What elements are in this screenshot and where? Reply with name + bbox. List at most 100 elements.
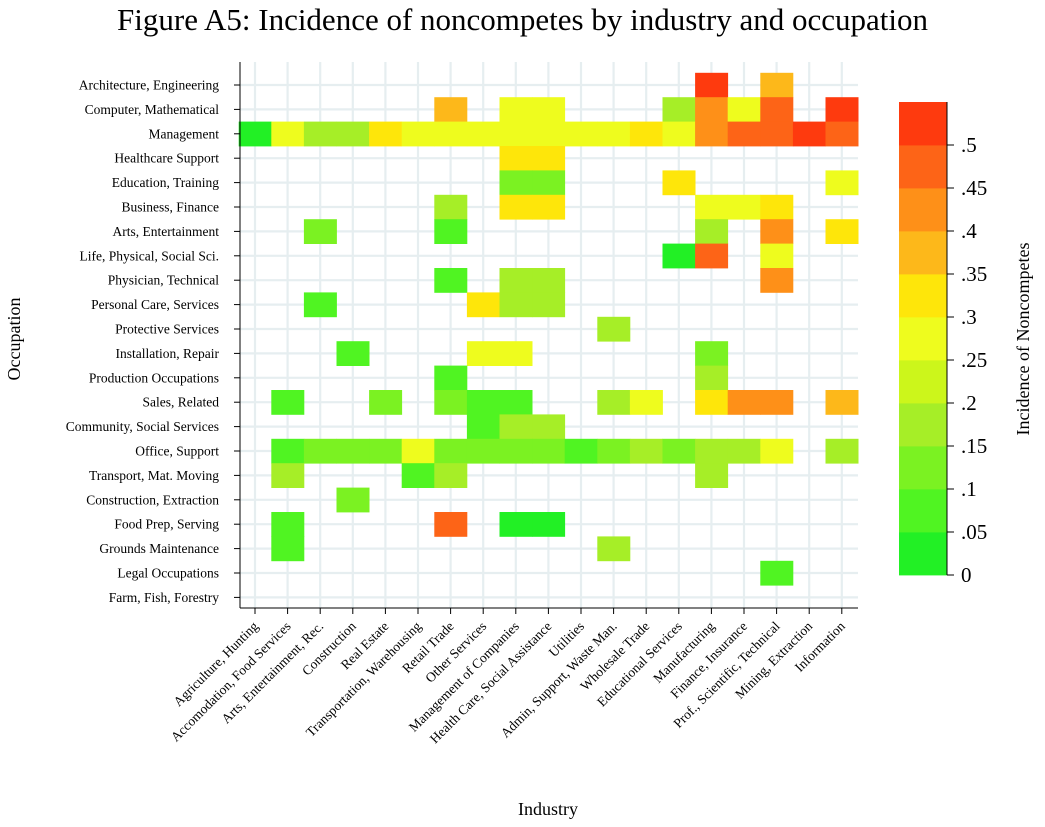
heatmap-cell xyxy=(336,341,370,366)
colorbar: 0 .05 .1 .15 .2 .25 .3 .35 .4 .45 .5 xyxy=(899,102,987,587)
heatmap-cell xyxy=(695,97,729,122)
heatmap-cell xyxy=(825,438,859,464)
heatmap-cell xyxy=(401,463,435,488)
heatmap-cell xyxy=(532,268,566,293)
heatmap-cell xyxy=(662,121,696,147)
heatmap-cell xyxy=(271,121,305,147)
heatmap-cell xyxy=(499,146,533,171)
heatmap-cell xyxy=(760,268,794,293)
heatmap-cell xyxy=(369,121,403,147)
heatmap-cell xyxy=(271,512,305,537)
heatmap-cell xyxy=(499,121,533,147)
heatmap-cell xyxy=(466,292,500,318)
axes xyxy=(239,62,858,609)
heatmap-cell xyxy=(434,219,468,244)
y-tick-label: Community, Social Services xyxy=(66,419,219,434)
colorbar-segment xyxy=(899,446,947,490)
y-tick-label: Arts, Entertainment xyxy=(113,224,220,239)
heatmap-cell xyxy=(532,121,566,147)
y-tick-label: Computer, Mathematical xyxy=(85,102,220,117)
heatmap-cell xyxy=(629,121,663,147)
heatmap-cell xyxy=(499,268,533,293)
heatmap-cell xyxy=(499,292,533,318)
colorbar-segment xyxy=(899,231,947,275)
heatmap-cell xyxy=(271,463,305,488)
y-tick-label: Office, Support xyxy=(135,444,219,459)
colorbar-tick-label: .45 xyxy=(961,176,987,200)
colorbar-tick-label: .3 xyxy=(961,305,977,329)
heatmap-cell xyxy=(303,438,337,464)
heatmap-cell xyxy=(271,438,305,464)
heatmap-cell xyxy=(727,121,761,147)
heatmap-cell xyxy=(825,219,859,244)
y-tick-label: Life, Physical, Social Sci. xyxy=(80,248,219,263)
heatmap-cell xyxy=(499,341,533,366)
heatmap-cell xyxy=(695,72,729,98)
heatmap-cell xyxy=(532,292,566,318)
y-tick-label: Transport, Mat. Moving xyxy=(89,468,219,483)
y-tick-label: Sales, Related xyxy=(143,395,220,410)
heatmap-cell xyxy=(499,438,533,464)
heatmap-cell xyxy=(597,316,631,342)
heatmap-cell xyxy=(695,390,729,415)
heatmap-cell xyxy=(303,219,337,244)
colorbar-tick-label: .5 xyxy=(961,133,977,157)
colorbar-segment xyxy=(899,102,947,146)
heatmap-cell xyxy=(695,438,729,464)
heatmap-cell xyxy=(760,194,794,220)
heatmap-cell xyxy=(662,438,696,464)
colorbar-title: Incidence of Noncompetes xyxy=(1013,243,1033,436)
y-tick-label: Personal Care, Services xyxy=(91,297,219,312)
y-axis-title: Occupation xyxy=(4,298,24,381)
heatmap-cell xyxy=(466,438,500,464)
heatmap-cell xyxy=(825,170,859,196)
heatmap-cell xyxy=(499,512,533,537)
heatmap-cell xyxy=(727,390,761,415)
y-tick-label: Protective Services xyxy=(115,322,219,337)
heatmap-cell xyxy=(760,560,794,586)
colorbar-tick-label: .05 xyxy=(961,520,987,544)
heatmap-cell xyxy=(760,121,794,147)
heatmap-cell xyxy=(662,243,696,269)
chart-title: Figure A5: Incidence of noncompetes by i… xyxy=(117,2,928,37)
heatmap-cell xyxy=(564,121,598,147)
y-tick-label: Education, Training xyxy=(112,175,219,190)
heatmap-cell xyxy=(597,121,631,147)
heatmap-cell xyxy=(369,390,403,415)
colorbar-tick-label: .35 xyxy=(961,262,987,286)
colorbar-segment xyxy=(899,317,947,361)
heatmap-cell xyxy=(662,170,696,196)
y-tick-labels: Architecture, Engineering Computer, Mathe… xyxy=(66,78,240,605)
colorbar-segment xyxy=(899,145,947,189)
heatmap-cells xyxy=(238,72,859,586)
heatmap-cell xyxy=(434,438,468,464)
heatmap-cell xyxy=(532,512,566,537)
heatmap-cell xyxy=(499,97,533,122)
heatmap-cell xyxy=(825,97,859,122)
heatmap-cell xyxy=(336,438,370,464)
colorbar-tick-label: .15 xyxy=(961,434,987,458)
heatmap-cell xyxy=(629,438,663,464)
heatmap-cell xyxy=(401,121,435,147)
heatmap-cell xyxy=(629,390,663,415)
heatmap-cell xyxy=(727,97,761,122)
heatmap-cell xyxy=(532,97,566,122)
colorbar-segment xyxy=(899,360,947,404)
colorbar-tick-label: .1 xyxy=(961,477,977,501)
heatmap-cell xyxy=(336,487,370,513)
heatmap-cell xyxy=(499,414,533,440)
heatmap-cell xyxy=(434,463,468,488)
heatmap-cell xyxy=(597,390,631,415)
heatmap-cell xyxy=(532,170,566,196)
heatmap-cell xyxy=(695,463,729,488)
heatmap-cell xyxy=(825,121,859,147)
heatmap-cell xyxy=(434,97,468,122)
heatmap-cell xyxy=(727,438,761,464)
heatmap-cell xyxy=(760,243,794,269)
heatmap-cell xyxy=(532,414,566,440)
heatmap-cell xyxy=(760,97,794,122)
colorbar-segment xyxy=(899,188,947,232)
heatmap-cell xyxy=(695,194,729,220)
y-tick-label: Architecture, Engineering xyxy=(79,78,219,93)
y-tick-label: Installation, Repair xyxy=(116,346,220,361)
